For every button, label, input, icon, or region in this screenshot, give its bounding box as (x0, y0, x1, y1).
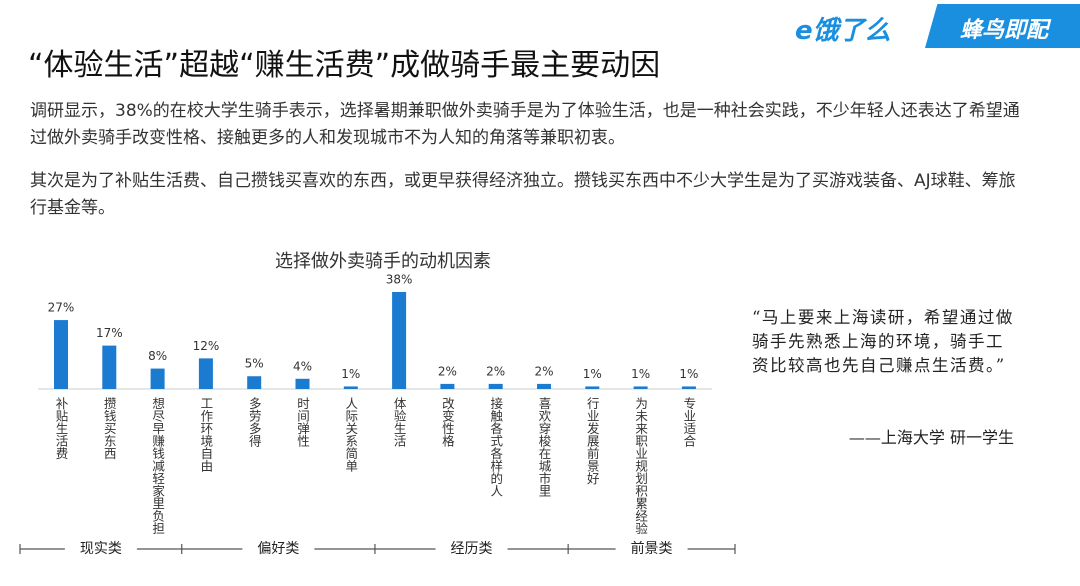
bar (247, 376, 262, 389)
category-label: 改变性格 (440, 397, 455, 447)
category-label: 接触各式各样的人 (488, 396, 503, 497)
bar (343, 386, 358, 389)
value-label: 4% (293, 359, 312, 373)
logo-eleme: e饿了么 (795, 16, 891, 46)
bar (295, 378, 310, 389)
category-label: 想尽早赚钱减轻家里负担 (150, 396, 165, 535)
category-label: 为未来职业规划积累经验 (633, 397, 648, 535)
category-label: 攒钱买东西 (102, 397, 117, 460)
value-label: 38% (386, 273, 413, 287)
category-label: 多劳多得 (247, 397, 262, 447)
group-label: 前景类 (631, 540, 673, 557)
value-label: 1% (679, 367, 698, 381)
category-label: 喜欢穿梭在城市里 (537, 397, 552, 497)
group-label-bg (435, 537, 508, 561)
value-label: 2% (486, 364, 505, 378)
quote-text: “马上要来上海读研，希望通过做骑手先熟悉上海的环境，骑手工资比较高也先自己赚点生… (752, 308, 1014, 375)
category-label: 补贴生活费 (54, 396, 69, 460)
category-label: 时间弹性 (295, 397, 310, 448)
group-label: 经历类 (451, 541, 493, 557)
value-label: 5% (245, 357, 264, 371)
bar (488, 383, 503, 389)
value-label: 1% (631, 367, 650, 381)
bar (102, 345, 117, 389)
logo-banner (925, 4, 1080, 48)
bar (440, 383, 455, 389)
category-label: 人际关系简单 (343, 397, 358, 473)
bar (54, 320, 68, 389)
group-label-bg (242, 537, 315, 561)
bar (150, 368, 165, 389)
category-label: 工作环境自由 (198, 397, 213, 472)
bar (633, 386, 648, 389)
group-label-bg (615, 537, 688, 561)
slide-title: “体验生活”超越“赚生活费”成做骑手最主要动因 (28, 48, 661, 83)
value-label: 1% (341, 367, 360, 381)
bar (585, 386, 600, 389)
bar (392, 292, 407, 389)
value-label: 12% (193, 339, 220, 353)
bar (681, 386, 696, 389)
value-label: 2% (534, 364, 553, 378)
category-label: 行业发展前景好 (585, 397, 600, 485)
bar (198, 358, 213, 389)
category-label: 专业适合 (681, 396, 696, 447)
value-label: 2% (438, 364, 457, 378)
value-label: 1% (583, 367, 602, 381)
group-label: 偏好类 (257, 541, 299, 557)
category-label: 体验生活 (392, 397, 407, 447)
group-label: 现实类 (80, 541, 122, 557)
logo-fengniao: 蜂鸟即配 (960, 18, 1049, 43)
value-label: 17% (96, 326, 123, 340)
chart-title: 选择做外卖骑手的动机因素 (275, 251, 491, 272)
paragraph: 其次是为了补贴生活费、自己攒钱买喜欢的东西，或更早获得经济独立。攒钱买东西中不少… (30, 171, 1016, 218)
value-label: 8% (148, 349, 167, 363)
paragraph: 调研显示，38%的在校大学生骑手表示，选择暑期兼职做外卖骑手是为了体验生活，也是… (30, 101, 1020, 148)
bar (537, 383, 551, 389)
value-label: 27% (48, 301, 75, 315)
group-label-bg (64, 537, 137, 561)
quote-source: ——上海大学 研一学生 (848, 428, 1014, 447)
